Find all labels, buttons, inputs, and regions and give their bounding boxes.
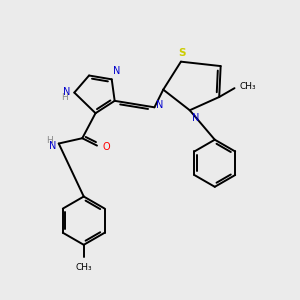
Text: O: O <box>102 142 110 152</box>
Text: H: H <box>46 136 53 145</box>
Text: N: N <box>49 141 56 151</box>
Text: N: N <box>156 100 163 110</box>
Text: CH₃: CH₃ <box>240 82 256 91</box>
Text: CH₃: CH₃ <box>75 263 92 272</box>
Text: N: N <box>113 66 121 76</box>
Text: N: N <box>63 87 71 97</box>
Text: S: S <box>178 48 186 58</box>
Text: H: H <box>61 93 68 102</box>
Text: N: N <box>192 112 200 123</box>
